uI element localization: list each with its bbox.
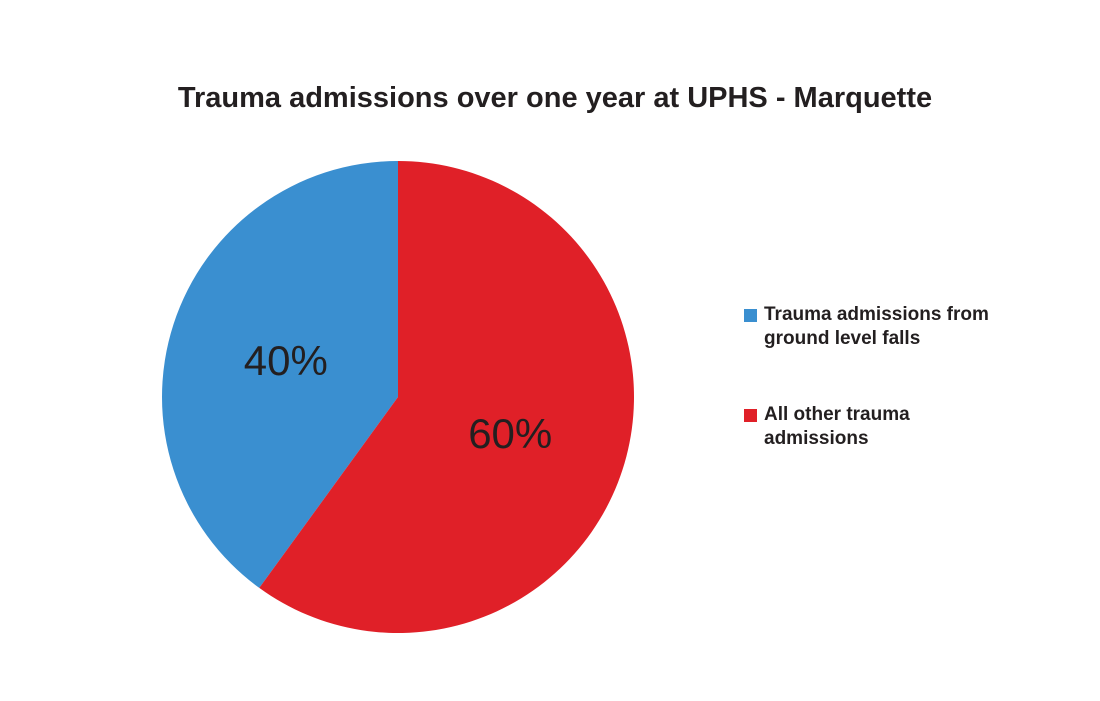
legend-label-other-trauma: All other trauma admissions: [764, 404, 910, 449]
legend-swatch-ground-level-falls: [744, 309, 757, 322]
pie-slice-other-trauma: [259, 161, 634, 633]
chart-title: Trauma admissions over one year at UPHS …: [177, 82, 933, 114]
pie-slice-ground-level-falls: [162, 161, 398, 588]
legend-item-other-trauma: All other trauma admissions: [744, 403, 1004, 451]
legend-swatch-other-trauma: [744, 409, 757, 422]
legend-item-ground-level-falls: Trauma admissions from ground level fall…: [744, 303, 1004, 351]
chart-legend: Trauma admissions from ground level fall…: [744, 303, 1004, 451]
pie-label-ground-level-falls: 40%: [244, 337, 328, 384]
pie-label-other-trauma: 60%: [468, 410, 552, 457]
legend-label-ground-level-falls: Trauma admissions from ground level fall…: [764, 304, 989, 349]
